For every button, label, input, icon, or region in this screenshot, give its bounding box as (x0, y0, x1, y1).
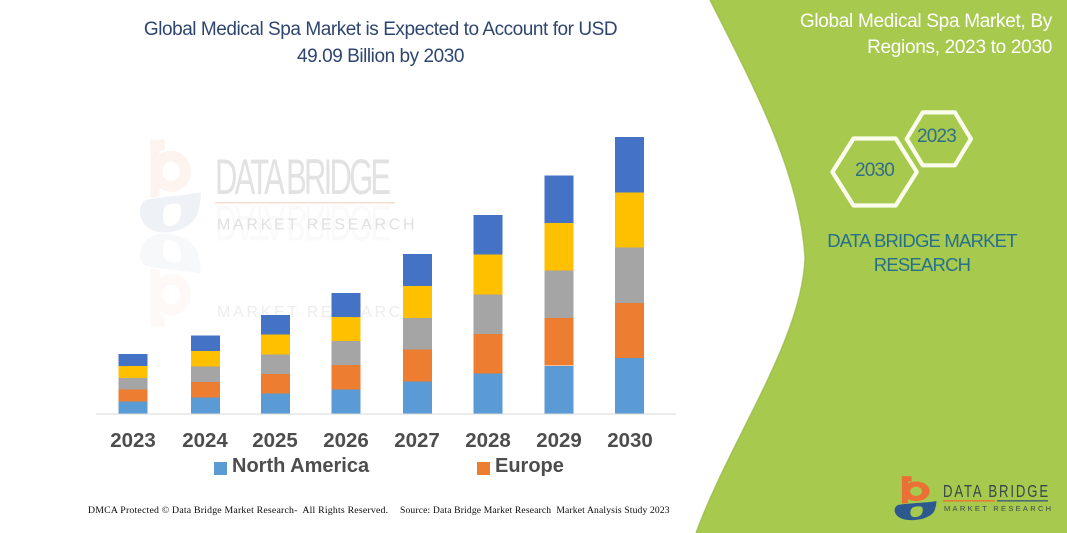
svg-text:DATA BRIDGE: DATA BRIDGE (943, 482, 1048, 501)
svg-text:DATA BRIDGE: DATA BRIDGE (215, 195, 391, 251)
svg-text:MARKET RESEARCH: MARKET RESEARCH (217, 217, 417, 234)
svg-text:DATA BRIDGE: DATA BRIDGE (215, 148, 391, 204)
svg-text:MARKET RESEARCH: MARKET RESEARCH (217, 304, 417, 321)
svg-text:MARKET RESEARCH: MARKET RESEARCH (944, 504, 1053, 513)
